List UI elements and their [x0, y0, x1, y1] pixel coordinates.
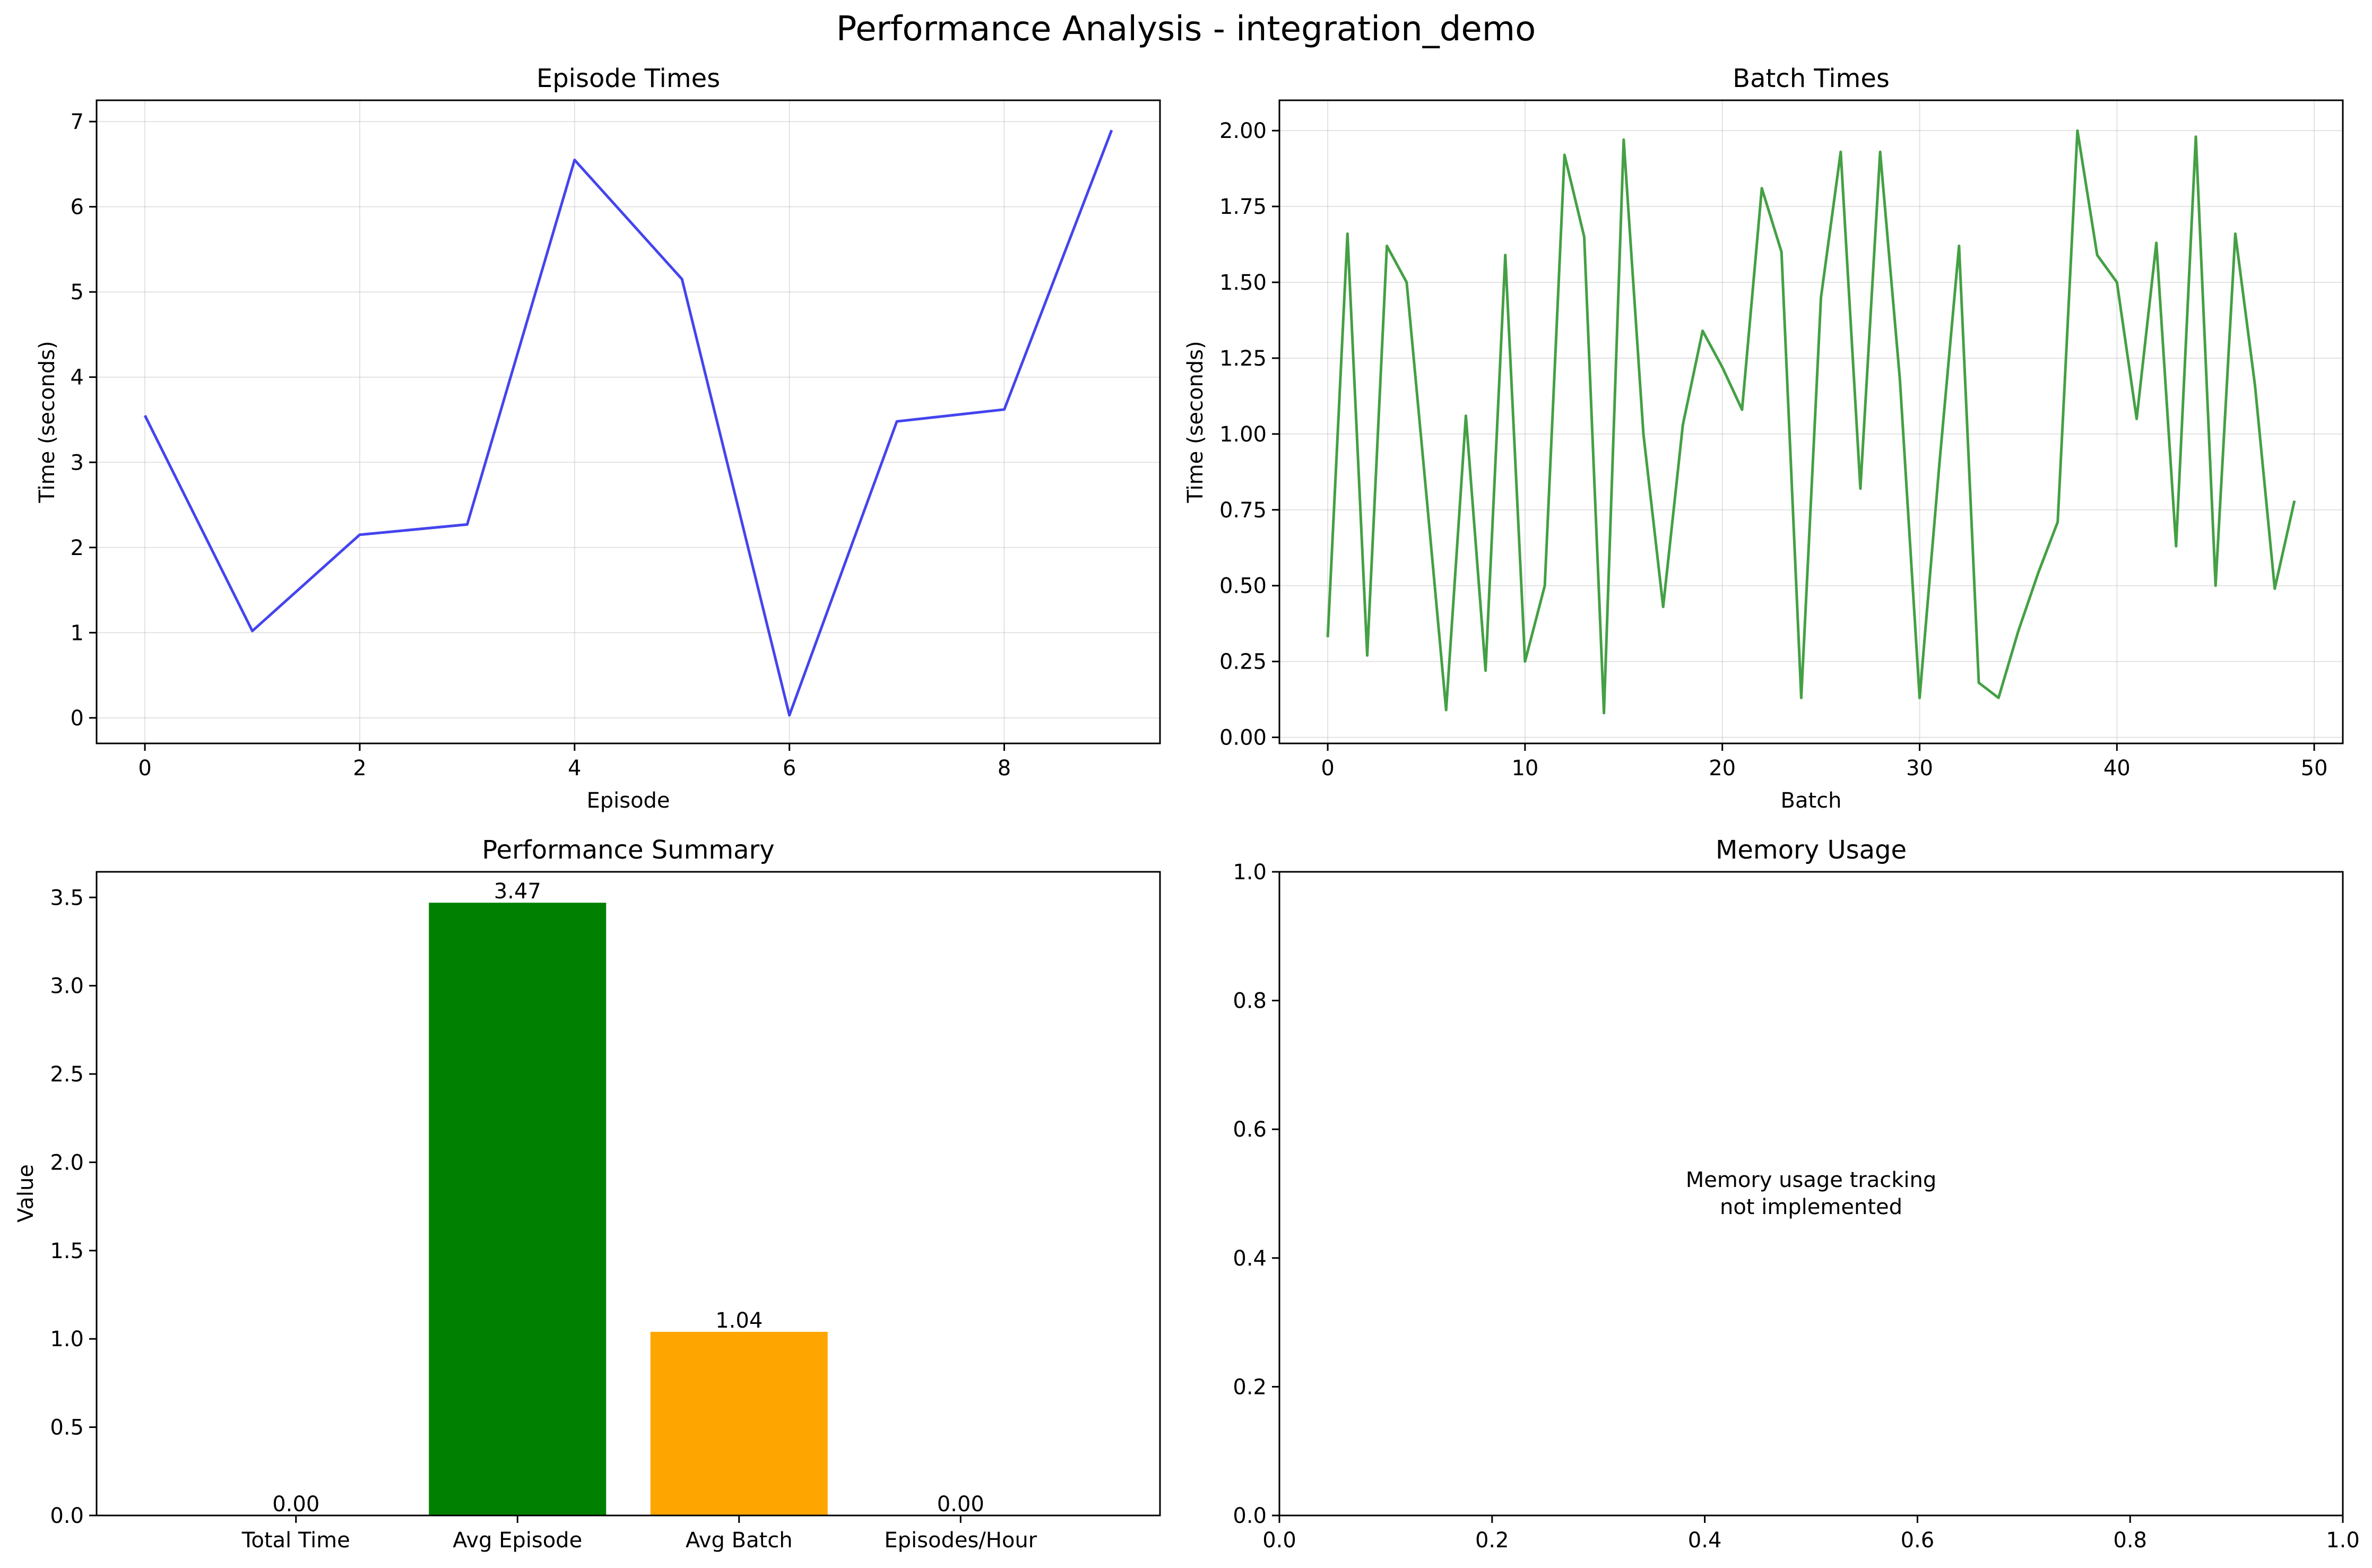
bar-value-label: 3.47: [494, 879, 541, 904]
y-tick-label: 2: [71, 536, 84, 560]
batch-ticks: 0.00 0.25 0.50 0.75 1.00 1.25 1.50 1.75 2.00 0 10 2…: [1219, 119, 2328, 781]
x-tick-label: 1.0: [2326, 1528, 2360, 1553]
bar: [429, 903, 607, 1515]
x-tick-label: 0.6: [1901, 1528, 1935, 1553]
y-tick-label: 1.5: [50, 1239, 84, 1263]
episode-axes-frame: [96, 99, 1161, 744]
batch-axes-frame: [1278, 99, 2344, 744]
y-tick-label: 0.75: [1219, 498, 1267, 523]
x-tick-label: Avg Episode: [453, 1528, 582, 1553]
x-tick-label: 0.8: [2113, 1528, 2147, 1553]
y-tick-label: 3.5: [50, 886, 84, 910]
x-tick-label: 0.0: [1262, 1528, 1296, 1553]
memory-ticks: 0.0 0.2 0.4 0.6 0.8 1.0 0.0 0.2 0.4 0.6 0.8 1.0: [1233, 860, 2359, 1553]
summary-axes-frame: [96, 871, 1161, 1517]
y-tick-label: 2.5: [50, 1062, 84, 1087]
y-tick-label: 0.6: [1233, 1117, 1267, 1142]
memory-message-line-2: not implemented: [1720, 1195, 1902, 1219]
y-tick-label: 0.4: [1233, 1246, 1267, 1271]
batch-title: Batch Times: [1733, 64, 1890, 93]
y-tick-label: 0.00: [1219, 726, 1267, 750]
y-tick-label: 0.50: [1219, 574, 1267, 599]
performance-summary-panel: 0.00 3.47 1.04 0.00 0.0 0.5 1.0 1.5 2.0 2.5 3.0 3.…: [14, 835, 1161, 1553]
y-tick-label: 5: [71, 280, 84, 305]
batch-ylabel: Time (seconds): [1183, 341, 1208, 503]
x-tick-label: Avg Batch: [686, 1528, 793, 1553]
x-tick-label: 20: [1709, 756, 1736, 781]
y-tick-label: 1.00: [1219, 422, 1267, 447]
y-tick-label: 3.0: [50, 974, 84, 999]
x-tick-label: Episodes/Hour: [884, 1528, 1037, 1553]
y-tick-label: 2.0: [50, 1150, 84, 1175]
summary-ticks: 0.0 0.5 1.0 1.5 2.0 2.5 3.0 3.5 Total Time Avg Ep…: [50, 886, 1037, 1553]
x-tick-label: 40: [2103, 756, 2131, 781]
memory-message-line-1: Memory usage tracking: [1686, 1168, 1936, 1192]
bar-value-label: 0.00: [272, 1492, 319, 1517]
bar-value-label: 0.00: [937, 1492, 984, 1517]
summary-ylabel: Value: [14, 1164, 38, 1223]
y-tick-label: 0.5: [50, 1416, 84, 1440]
y-tick-label: 0.0: [50, 1504, 84, 1528]
x-tick-label: 2: [353, 756, 366, 781]
y-tick-label: 1.50: [1219, 271, 1267, 295]
x-tick-label: 10: [1511, 756, 1538, 781]
batch-xlabel: Batch: [1781, 789, 1842, 813]
memory-usage-panel: 0.0 0.2 0.4 0.6 0.8 1.0 0.0 0.2 0.4 0.6 0.8 1.0 Mem…: [1233, 835, 2359, 1553]
memory-title: Memory Usage: [1716, 835, 1907, 865]
bar: [650, 1331, 828, 1515]
x-tick-label: 4: [568, 756, 581, 781]
y-tick-label: 0.25: [1219, 650, 1267, 674]
x-tick-label: 0: [1321, 756, 1334, 781]
batch-marks: [1326, 129, 2296, 715]
episode-ticks: 0 1 2 3 4 5 6 7 0 2 4 6 8: [71, 110, 1011, 781]
y-tick-label: 7: [71, 110, 84, 134]
x-tick-label: 0.4: [1688, 1528, 1722, 1553]
episode-xlabel: Episode: [586, 789, 670, 813]
y-tick-label: 0.2: [1233, 1375, 1267, 1399]
y-tick-label: 4: [71, 366, 84, 390]
y-tick-label: 1.0: [1233, 860, 1267, 885]
episode-title: Episode Times: [536, 64, 720, 93]
memory-axes-frame: [1278, 871, 2344, 1517]
x-tick-label: Total Time: [241, 1528, 350, 1553]
summary-title: Performance Summary: [482, 835, 774, 865]
y-tick-label: 1.0: [50, 1327, 84, 1352]
y-tick-label: 1.25: [1219, 346, 1267, 371]
batch-series-line: [1326, 129, 2296, 715]
x-tick-label: 8: [998, 756, 1011, 781]
x-tick-label: 0: [138, 756, 151, 781]
y-tick-label: 1: [71, 621, 84, 645]
x-tick-label: 6: [783, 756, 796, 781]
y-tick-label: 2.00: [1219, 119, 1267, 143]
x-tick-label: 30: [1906, 756, 1933, 781]
episode-series-line: [143, 129, 1113, 717]
batch-times-panel: 0.00 0.25 0.50 0.75 1.00 1.25 1.50 1.75 2.00 0 10 2…: [1183, 64, 2344, 813]
episode-marks: [143, 129, 1113, 717]
y-tick-label: 3: [71, 451, 84, 475]
episode-ylabel: Time (seconds): [35, 341, 59, 503]
y-tick-label: 1.75: [1219, 195, 1267, 219]
bar-value-label: 1.04: [715, 1309, 763, 1333]
episode-times-panel: 0 1 2 3 4 5 6 7 0 2 4 6 8 Episode Times Episode Time…: [35, 64, 1161, 813]
x-tick-label: 0.2: [1475, 1528, 1509, 1553]
y-tick-label: 0.8: [1233, 989, 1267, 1013]
y-tick-label: 6: [71, 195, 84, 220]
episode-grid: [97, 100, 1160, 743]
summary-marks: 0.00 3.47 1.04 0.00: [272, 879, 984, 1517]
figure-title: Performance Analysis - integration_demo: [836, 10, 1536, 49]
y-tick-label: 0: [71, 706, 84, 731]
x-tick-label: 50: [2301, 756, 2328, 781]
y-tick-label: 0.0: [1233, 1504, 1267, 1528]
